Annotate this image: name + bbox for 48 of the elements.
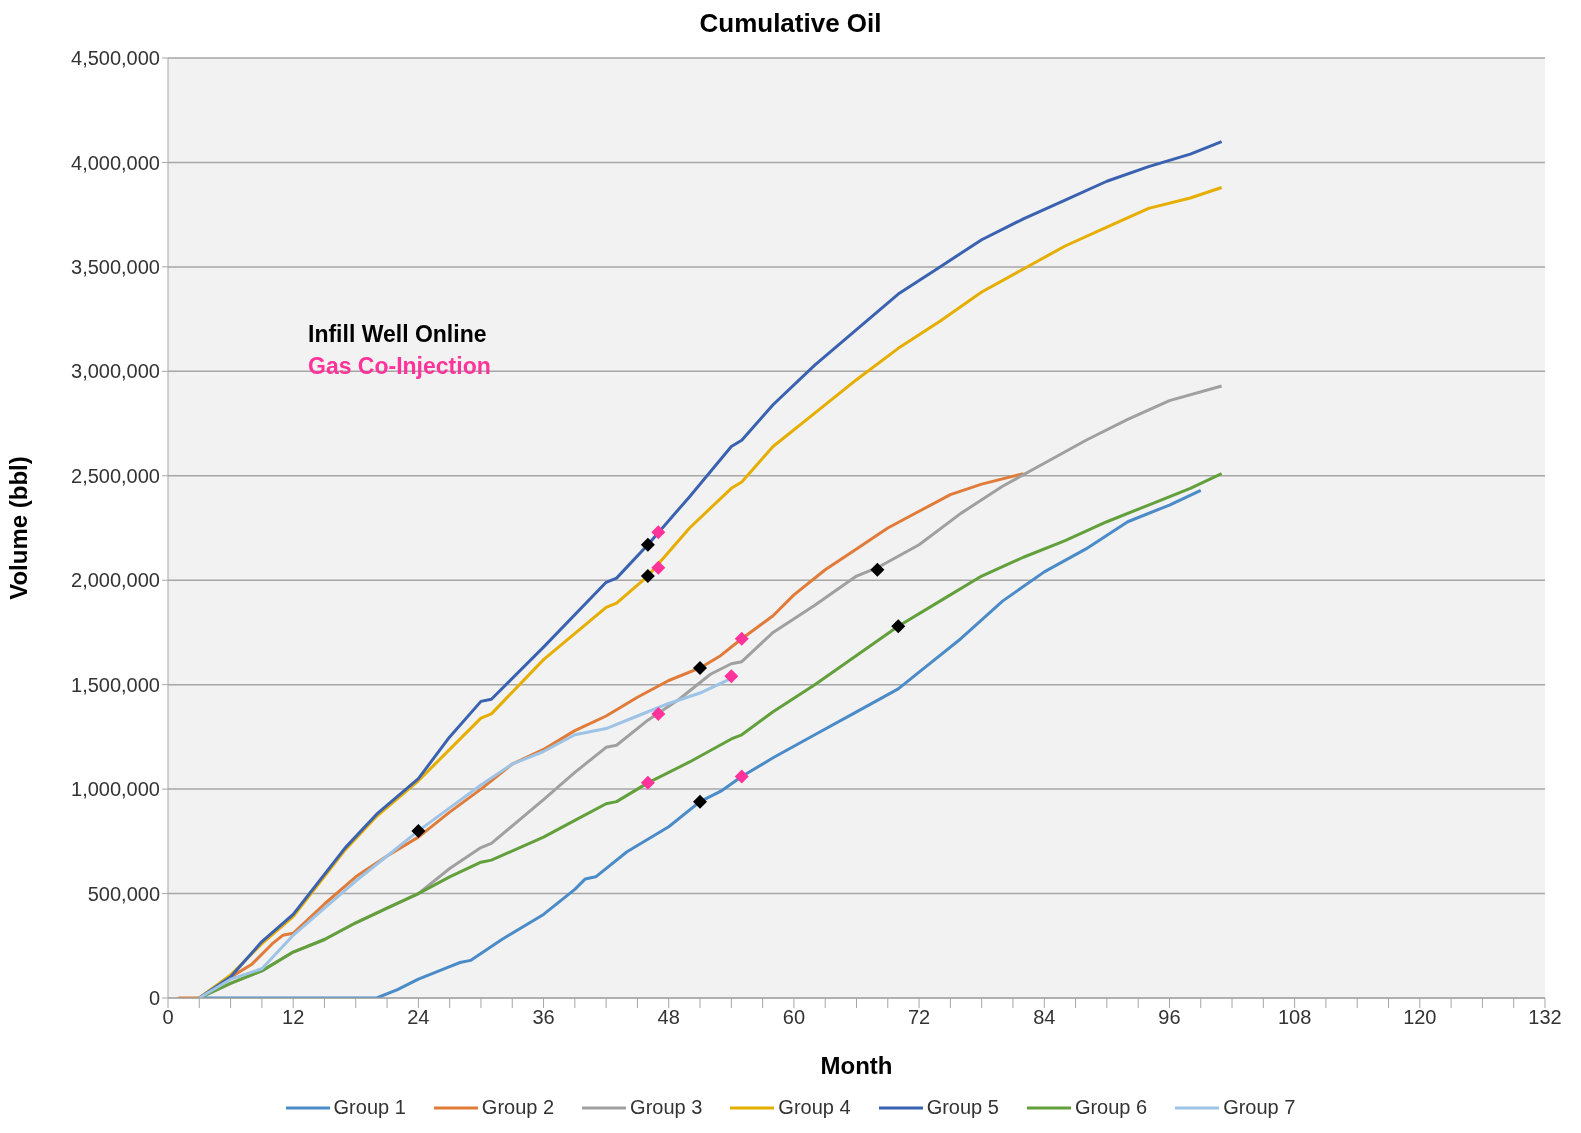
x-tick-label: 120	[1403, 1006, 1437, 1029]
y-tick-label: 1,500,000	[71, 673, 160, 696]
point	[891, 619, 906, 634]
legend-label: Group 5	[926, 1096, 999, 1119]
y-tick-label: 0	[148, 987, 160, 1010]
point	[651, 706, 666, 721]
y-tick-label: 2,500,000	[71, 464, 160, 487]
y-tick-label: 3,500,000	[71, 255, 160, 278]
y-tick-label: 3,000,000	[71, 360, 160, 383]
point	[693, 660, 708, 675]
y-tick-label: 500,000	[87, 882, 160, 905]
legend-label: Group 2	[481, 1096, 555, 1119]
legend-label: Group 7	[1223, 1096, 1296, 1119]
y-tick-label: 4,500,000	[71, 47, 160, 70]
point	[640, 537, 655, 552]
x-tick-label: 36	[532, 1006, 555, 1029]
y-axis-title: Volume (bbl)	[4, 456, 32, 600]
x-axis-title: Month	[820, 1052, 893, 1079]
point	[734, 769, 749, 784]
y-tick-label: 1,000,000	[71, 778, 160, 801]
chart-title: Cumulative Oil	[698, 8, 883, 40]
point	[693, 794, 708, 809]
legend-label: Group 3	[630, 1096, 703, 1119]
x-tick-label: 96	[1158, 1006, 1181, 1029]
point	[640, 569, 655, 584]
x-tick-label: 0	[162, 1006, 174, 1029]
x-tick-label: 48	[657, 1006, 680, 1029]
text: Gas Co-Injection	[308, 352, 491, 381]
legend-label: Group 4	[778, 1096, 851, 1119]
x-tick-label: 108	[1277, 1006, 1312, 1029]
legend-label: Group 6	[1074, 1096, 1148, 1119]
x-tick-label: 24	[407, 1006, 430, 1029]
y-tick-label: 2,000,000	[71, 569, 160, 592]
point	[734, 631, 749, 646]
x-tick-label: 84	[1033, 1006, 1056, 1029]
point	[640, 775, 655, 790]
legend-label: Group 1	[333, 1096, 406, 1119]
y-tick-label: 4,000,000	[71, 151, 160, 174]
x-tick-label: 60	[782, 1006, 806, 1029]
point	[870, 562, 885, 577]
x-tick-label: 12	[282, 1006, 305, 1029]
x-tick-label: 132	[1528, 1006, 1562, 1029]
x-tick-label: 72	[907, 1006, 931, 1029]
point	[724, 669, 739, 684]
text: Infill Well Online	[308, 320, 488, 349]
point	[411, 823, 426, 838]
point	[651, 525, 666, 540]
point	[651, 560, 666, 575]
